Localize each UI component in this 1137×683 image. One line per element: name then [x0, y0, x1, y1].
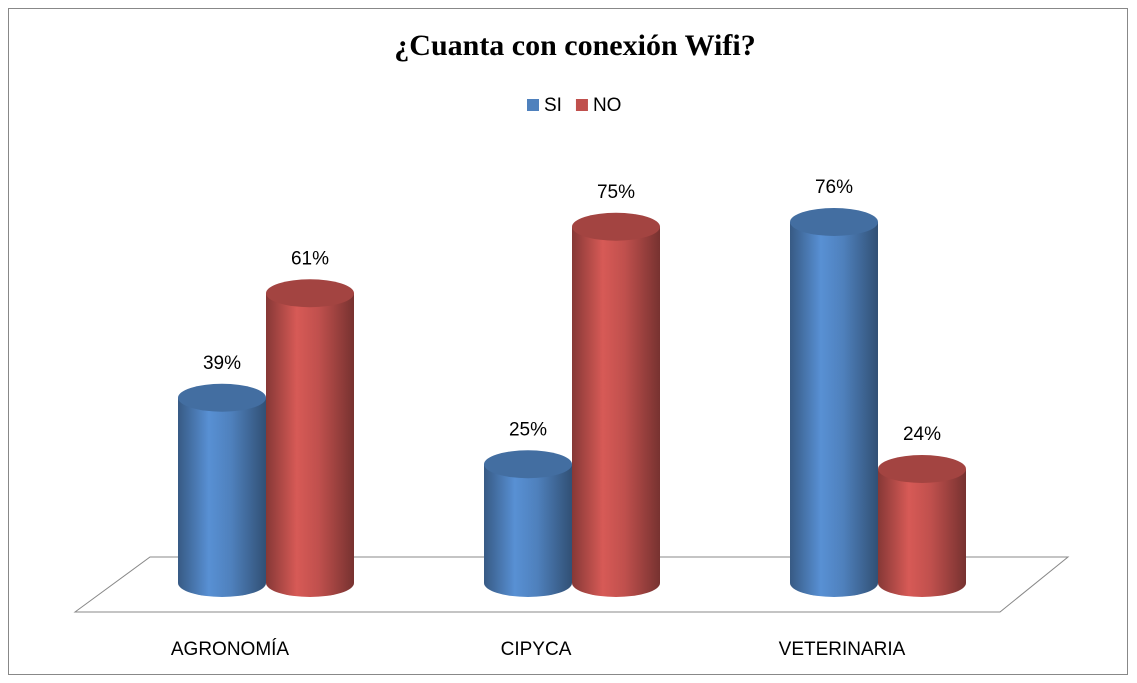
- cylinder-body: [484, 464, 572, 597]
- cylinder-top: [572, 212, 660, 241]
- cylinder-body: [178, 397, 266, 597]
- legend-swatch: [527, 99, 539, 111]
- data-label: 39%: [203, 353, 241, 374]
- chart-title: ¿Cuanta con conexión Wifi?: [394, 29, 755, 62]
- cylinder-top: [790, 208, 878, 236]
- bar: [572, 212, 660, 597]
- bar: [266, 279, 354, 597]
- legend-label: NO: [593, 95, 622, 116]
- cylinder-top: [178, 383, 266, 412]
- legend-label: SI: [544, 95, 562, 116]
- cylinder-body: [266, 293, 354, 597]
- x-tick-label: AGRONOMÍA: [171, 639, 290, 660]
- bar: [178, 383, 266, 597]
- bar: [878, 455, 966, 597]
- cylinder-body: [790, 222, 878, 597]
- data-label: 61%: [291, 248, 329, 269]
- data-label: 24%: [903, 424, 941, 445]
- cylinder-top: [266, 279, 354, 308]
- bar: [484, 450, 572, 597]
- cylinder-top: [878, 455, 966, 483]
- data-label: 75%: [597, 182, 635, 203]
- legend-swatch: [575, 99, 588, 111]
- cylinder-body: [572, 226, 660, 597]
- bar: [790, 208, 878, 597]
- data-label: 25%: [509, 419, 547, 440]
- data-label: 76%: [815, 177, 853, 198]
- cylinder-body: [878, 469, 966, 597]
- cylinder-top: [484, 450, 572, 479]
- x-tick-label: VETERINARIA: [779, 639, 906, 660]
- x-tick-label: CIPYCA: [501, 639, 572, 660]
